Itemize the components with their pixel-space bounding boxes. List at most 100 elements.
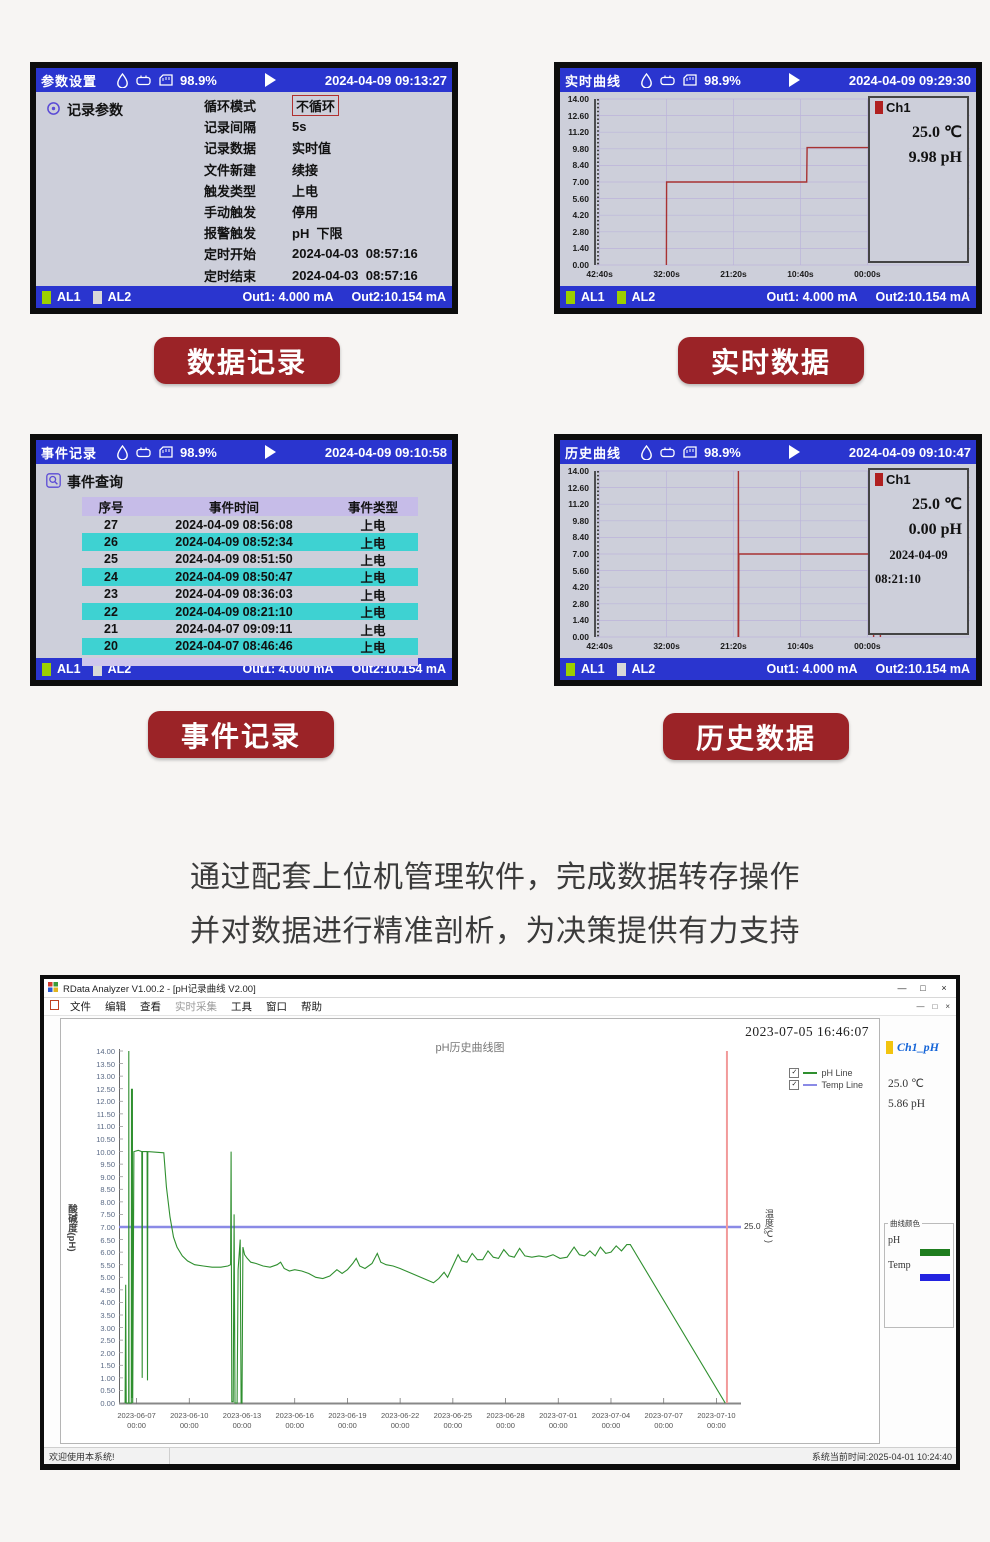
software-window: RData Analyzer V1.00.2 - [pH记录曲线 V2.00] …	[40, 975, 960, 1470]
window-close-button[interactable]: ×	[941, 983, 947, 993]
y-tick-label: 12.60	[567, 482, 589, 493]
out2-value: Out2:10.154 mA	[875, 290, 970, 304]
al1-label: AL1	[57, 662, 81, 676]
x-tick-date: 2023-06-13	[222, 1411, 262, 1420]
event-row[interactable]: 22 2024-04-09 08:21:10 上电	[82, 602, 418, 621]
y-tick-label: 11.20	[568, 499, 589, 510]
y-tick-label: 5.00	[100, 1273, 115, 1283]
y-tick-label: 4.50	[100, 1285, 115, 1295]
out1-value: Out1: 4.000 mA	[242, 290, 334, 304]
y-tick-label: 13.50	[96, 1059, 115, 1069]
realtime-statusbar: AL1 AL2 Out1: 4.000 mA Out2:10.154 mA	[560, 286, 976, 308]
mdi-close-button[interactable]: ×	[945, 1002, 950, 1011]
y-tick-label: 8.50	[100, 1185, 115, 1195]
settings-screen-title: 参数设置	[41, 73, 98, 89]
al1-label: AL1	[581, 290, 605, 304]
param-value[interactable]: 2024-04-03 08:57:16	[292, 246, 418, 262]
menu-item[interactable]: 编辑	[105, 1001, 126, 1013]
y-tick-label: 1.40	[572, 243, 589, 254]
x-tick-time: 00:00	[179, 1421, 199, 1430]
event-row[interactable]: 25 2024-04-09 08:51:50 上电	[82, 551, 418, 568]
y-tick-label: 8.40	[572, 532, 589, 543]
cursor-date: 2024-04-09	[889, 548, 948, 562]
y-tick-label: 7.00	[572, 177, 589, 187]
x-tick-label: 21:20s	[720, 641, 747, 651]
event-row[interactable]: 26 2024-04-09 08:52:34 上电	[82, 533, 418, 551]
status-bar: 欢迎使用本系统! 系统当前时间:2025-04-01 10:24:40	[44, 1447, 956, 1464]
menu-item[interactable]: 窗口	[266, 1001, 287, 1013]
param-label: 触发类型	[204, 183, 257, 199]
column-header: 事件时间	[208, 501, 259, 515]
y-tick-label: 2.50	[100, 1336, 115, 1346]
legend-checkbox[interactable]: ✓	[789, 1068, 800, 1078]
device-screen-realtime: 实时曲线 98.9% 2024-04-09 09:29:30 14.00 12.6…	[554, 62, 982, 314]
mdi-restore-button[interactable]: □	[932, 1002, 938, 1011]
sd-card-icon	[158, 74, 173, 86]
menu-item[interactable]: 帮助	[301, 1001, 322, 1013]
temp-color-swatch[interactable]	[920, 1274, 950, 1281]
param-value[interactable]: pH 下限	[292, 226, 343, 242]
badge-history-data: 历史数据	[663, 713, 849, 760]
param-value[interactable]: 实时值	[292, 141, 332, 157]
play-icon	[789, 445, 801, 459]
event-row[interactable]: 20 2024-04-07 08:46:46 上电	[82, 637, 418, 656]
menu-item[interactable]: 实时采集	[175, 1001, 217, 1013]
param-row: 手动触发 停用	[204, 201, 418, 222]
event-type: 上电	[360, 640, 386, 655]
menu-item[interactable]: 工具	[231, 1001, 252, 1013]
legend-item: ✓ pH Line	[789, 1067, 863, 1079]
y-tick-label: 9.00	[100, 1172, 115, 1182]
al2-label: AL2	[631, 290, 656, 304]
device-screen-events: 事件记录 98.9% 2024-04-09 09:10:58 事件查询 序号 事件…	[30, 434, 458, 686]
menu-item[interactable]: 文件	[70, 1001, 91, 1013]
x-tick-label: 2023-06-10 00:00	[158, 1411, 220, 1431]
event-row[interactable]: 23 2024-04-09 08:36:03 上电	[82, 586, 418, 603]
ph-color-swatch[interactable]	[920, 1249, 950, 1256]
window-minimize-button[interactable]: —	[897, 983, 907, 993]
param-value[interactable]: 上电	[292, 183, 319, 199]
event-type: 上电	[360, 623, 386, 638]
right-axis-tick: 25.0	[744, 1221, 761, 1231]
y-tick-label: 7.00	[572, 549, 589, 559]
ph-value: 5.86 pH	[888, 1098, 926, 1110]
mdi-minimize-button[interactable]: —	[916, 1002, 925, 1011]
realtime-screen-title: 实时曲线	[565, 73, 622, 89]
x-tick-time: 00:00	[285, 1421, 305, 1430]
param-value[interactable]: 续接	[292, 162, 319, 178]
window-restore-button[interactable]: □	[920, 983, 926, 993]
param-label: 文件新建	[204, 162, 257, 178]
y-tick-label: 9.80	[572, 515, 589, 526]
x-tick-label: 00:00s	[854, 641, 881, 651]
param-value[interactable]: 2024-04-03 08:57:16	[292, 267, 418, 283]
window-title: RData Analyzer V1.00.2 - [pH记录曲线 V2.00]	[63, 984, 256, 995]
target-icon	[46, 101, 61, 119]
device-screen-history: 历史曲线 98.9% 2024-04-09 09:10:47 14.00 12.6…	[554, 434, 982, 686]
usb-icon	[136, 446, 151, 458]
y-tick-label: 2.80	[572, 598, 589, 609]
menu-item[interactable]: 查看	[140, 1001, 161, 1013]
al1-indicator	[42, 662, 51, 676]
events-body: 事件查询 序号 事件时间 事件类型 27 2024-04-09 08:56:08 上电 26…	[36, 464, 452, 667]
legend-checkbox[interactable]: ✓	[789, 1080, 800, 1090]
settings-body: 记录参数 循环模式 不循环 记录间隔 5s 记录数据 实时值 文件新建 续接 触发类型 上电 手动触…	[36, 92, 452, 286]
search-icon	[46, 473, 61, 491]
out2-value: Out2:10.154 mA	[351, 290, 446, 304]
event-row[interactable]: 21 2024-04-07 09:09:11 上电	[82, 620, 418, 638]
param-value[interactable]: 不循环	[292, 95, 340, 117]
window-content: 2023-07-05 16:46:07 pH历史曲线图 ✓ pH Line ✓ Tem…	[44, 1016, 956, 1447]
x-tick-time: 00:00	[496, 1421, 515, 1430]
y-tick-label: 13.00	[96, 1072, 115, 1082]
system-time: 系统当前时间:2025-04-01 10:24:40	[811, 1451, 952, 1462]
history-screen: 历史曲线 98.9% 2024-04-09 09:10:47 14.00 12.6…	[560, 440, 976, 680]
event-row[interactable]: 24 2024-04-09 08:50:47 上电	[82, 568, 418, 586]
badge-data-record: 数据记录	[154, 337, 340, 384]
y-tick-label: 2.80	[572, 226, 589, 237]
param-value[interactable]: 5s	[292, 119, 307, 135]
param-label: 记录间隔	[204, 120, 257, 136]
column-header: 序号	[98, 501, 124, 515]
y-tick-label: 0.00	[572, 632, 589, 642]
param-value[interactable]: 停用	[292, 205, 319, 221]
ph-sensor-icon	[640, 444, 653, 460]
event-row[interactable]: 27 2024-04-09 08:56:08 上电	[82, 516, 418, 534]
play-icon	[265, 445, 277, 459]
